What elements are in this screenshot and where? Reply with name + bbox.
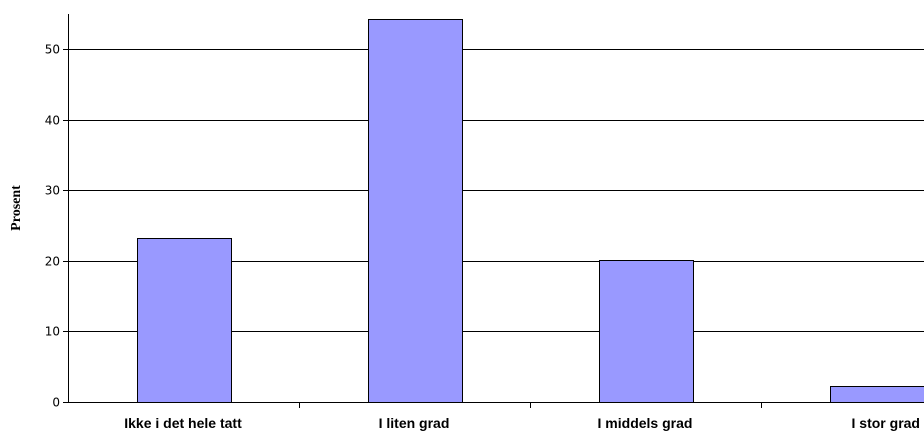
bars: [137, 19, 924, 403]
category-label: Ikke i det hele tatt: [124, 415, 242, 431]
y-tick-label: 20: [45, 255, 60, 269]
bar-3: [599, 260, 694, 403]
bar-2: [368, 19, 463, 403]
axes: [63, 14, 924, 408]
y-tick-label: 50: [45, 43, 60, 57]
y-tick-label: 0: [52, 396, 60, 410]
y-tick-label: 30: [45, 184, 60, 198]
y-tick-label: 40: [45, 114, 60, 128]
labels: 0 10 20 30 40 50 Ikke i det hele tatt I liten g…: [9, 43, 920, 432]
bar-4: [830, 386, 924, 403]
category-label: I middels grad: [598, 415, 693, 431]
category-label: I stor grad: [852, 415, 920, 431]
bar-1: [137, 238, 232, 403]
category-label: I liten grad: [379, 415, 450, 431]
y-axis-title: Prosent: [9, 185, 24, 231]
y-tick-label: 10: [45, 325, 60, 339]
